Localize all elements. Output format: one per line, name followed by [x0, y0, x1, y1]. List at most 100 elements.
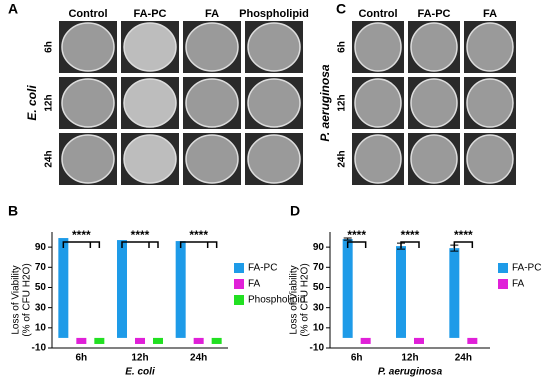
x-tick-label: 24h: [455, 353, 472, 364]
x-tick-label: 12h: [401, 353, 418, 364]
y-axis-label: Loss of Viability: [11, 265, 22, 334]
petri-dish: [247, 134, 301, 184]
y-tick-label: 70: [313, 262, 325, 273]
petri-dish: [123, 78, 177, 128]
significance-bracket: [62, 241, 101, 248]
x-tick-label: 6h: [75, 353, 87, 364]
y-tick-label: -10: [310, 343, 325, 354]
panel-letter: C: [336, 1, 346, 17]
x-axis-label: P. aeruginosa: [378, 367, 443, 378]
significance-label: ****: [347, 228, 366, 242]
petri-dish: [410, 22, 458, 72]
significance-label: ****: [72, 228, 91, 242]
error-bar: [343, 237, 352, 241]
bar: [153, 337, 163, 344]
row-label: 12h: [44, 94, 55, 111]
row-label: 6h: [44, 41, 55, 53]
y-tick-label: 10: [35, 322, 47, 333]
legend-label: FA: [512, 279, 525, 290]
petri-dish: [247, 22, 301, 72]
petri-dish: [247, 78, 301, 128]
row-label: 12h: [337, 94, 348, 111]
petri-dish: [61, 134, 115, 184]
significance-label: ****: [454, 228, 473, 242]
petri-dish: [410, 134, 458, 184]
y-tick-label: 50: [35, 282, 47, 293]
y-tick-label: 50: [313, 282, 325, 293]
petri-dish: [185, 22, 239, 72]
significance-bracket: [453, 241, 474, 248]
bar: [193, 337, 204, 344]
y-tick-label: 90: [35, 242, 47, 253]
y-axis-label: (% of CFU H2O): [22, 263, 33, 336]
bar: [76, 337, 87, 344]
column-label: FA-PC: [418, 8, 451, 20]
bar: [414, 337, 424, 344]
bar: [135, 337, 145, 344]
legend-label: FA: [248, 279, 261, 290]
legend-label: Phospholipid: [248, 295, 305, 306]
bar: [58, 238, 69, 338]
y-tick-label: 30: [35, 302, 47, 313]
column-label: Phospholipid: [239, 8, 309, 20]
y-axis-label: Loss of Viability: [289, 265, 300, 334]
column-label: Control: [68, 8, 107, 20]
petri-dish: [354, 22, 402, 72]
bar: [94, 337, 105, 344]
panel-letter: B: [8, 203, 18, 219]
y-tick-label: 70: [35, 262, 47, 273]
bar: [449, 248, 460, 338]
bar: [467, 337, 478, 344]
petri-dish: [466, 22, 514, 72]
legend-swatch: [234, 295, 244, 305]
petri-dish: [61, 22, 115, 72]
petri-dish: [123, 134, 177, 184]
significance-bracket: [121, 241, 159, 248]
legend-swatch: [498, 279, 508, 289]
petri-dish: [123, 22, 177, 72]
petri-dish: [185, 78, 239, 128]
petri-dish: [466, 78, 514, 128]
petri-dish: [354, 134, 402, 184]
significance-label: ****: [401, 228, 420, 242]
petri-dish: [466, 134, 514, 184]
column-label: FA: [205, 8, 219, 20]
organism-label: E. coli: [25, 85, 39, 121]
x-tick-label: 24h: [190, 353, 207, 364]
petri-dish: [185, 134, 239, 184]
row-label: 6h: [337, 41, 348, 53]
significance-bracket: [346, 241, 367, 248]
significance-bracket: [179, 241, 218, 248]
y-tick-label: 10: [313, 322, 325, 333]
bar: [342, 239, 353, 338]
petri-dish: [354, 78, 402, 128]
organism-label: P. aeruginosa: [318, 64, 332, 141]
column-label: FA: [483, 8, 497, 20]
legend-swatch: [498, 263, 508, 273]
significance-bracket: [400, 241, 420, 248]
y-tick-label: 30: [313, 302, 325, 313]
panel-letter: D: [290, 203, 300, 219]
legend-label: FA-PC: [512, 263, 541, 274]
bar: [175, 241, 186, 338]
bar: [360, 337, 371, 344]
row-label: 24h: [44, 150, 55, 167]
legend-label: FA-PC: [248, 263, 277, 274]
significance-label: ****: [189, 228, 208, 242]
bar: [396, 246, 406, 338]
y-axis-label: (% of CFU H2O): [300, 263, 311, 336]
y-tick-label: -10: [32, 343, 47, 354]
x-axis-label: E. coli: [125, 367, 155, 378]
petri-dish: [61, 78, 115, 128]
y-tick-label: 90: [313, 242, 325, 253]
row-label: 24h: [337, 150, 348, 167]
legend-swatch: [234, 263, 244, 273]
x-tick-label: 6h: [351, 353, 363, 364]
column-label: Control: [358, 8, 397, 20]
bar: [117, 240, 127, 338]
x-tick-label: 12h: [131, 353, 148, 364]
significance-label: ****: [131, 228, 150, 242]
panel-letter: A: [8, 1, 18, 17]
bar: [211, 337, 222, 344]
